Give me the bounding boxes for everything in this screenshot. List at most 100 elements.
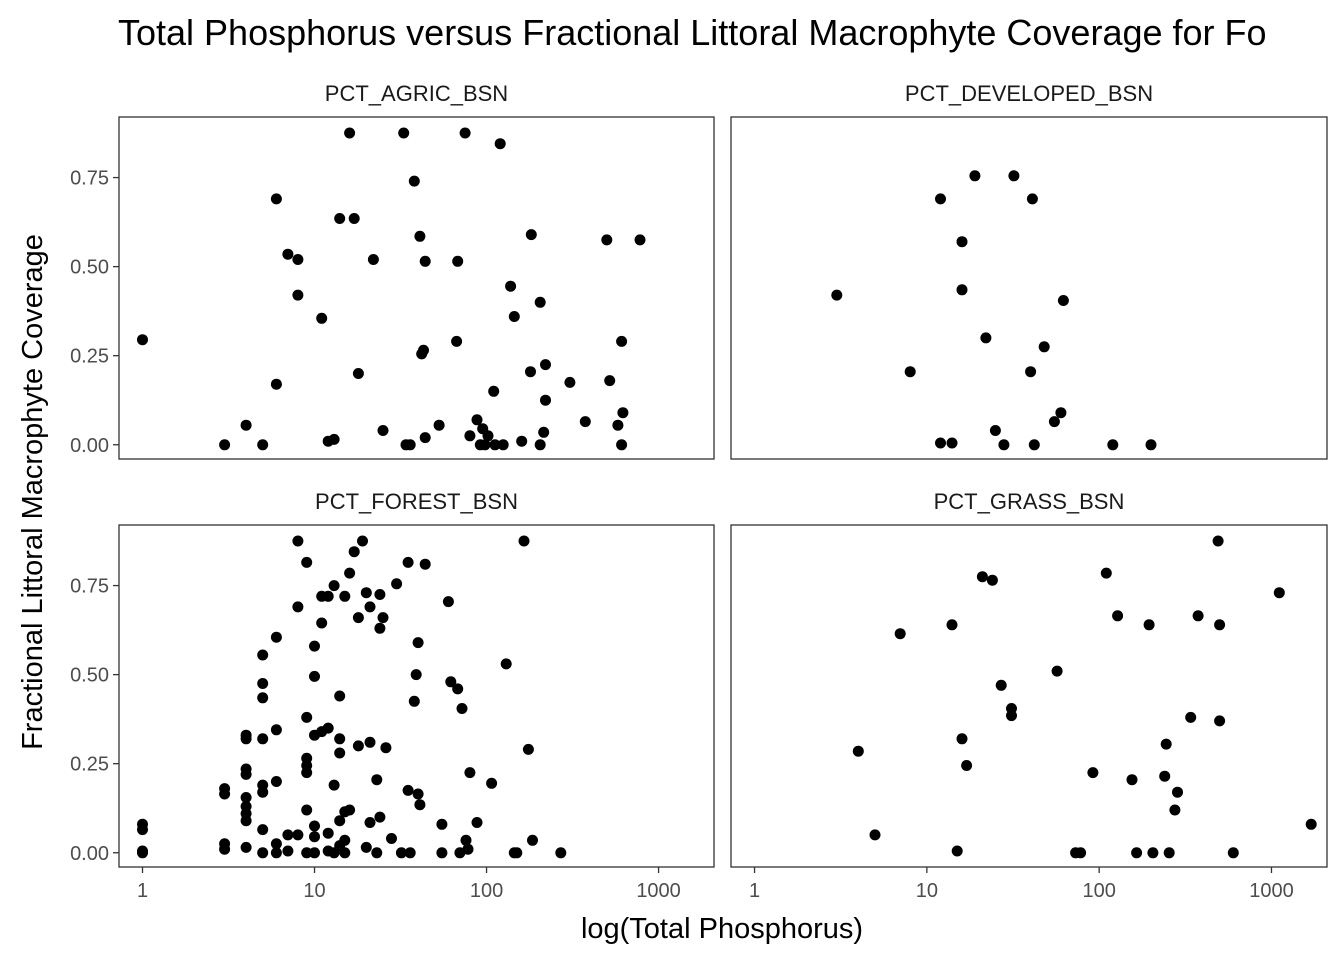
data-point — [497, 439, 509, 451]
data-point — [1172, 786, 1183, 798]
data-point — [1051, 665, 1063, 677]
data-point — [956, 733, 968, 745]
data-point — [451, 335, 463, 347]
data-point — [471, 414, 483, 426]
data-point — [270, 847, 282, 859]
data-point — [1214, 715, 1226, 727]
y-tick-label: 0.75 — [70, 168, 109, 190]
data-point — [374, 811, 386, 823]
points-pct-developed-bsn — [831, 170, 1157, 451]
y-tick-label: 0.25 — [70, 346, 109, 368]
data-point — [1107, 439, 1119, 451]
data-point — [328, 779, 340, 791]
data-point — [1026, 193, 1038, 205]
data-point — [301, 847, 313, 859]
panel-pct-forest-bsn: PCT_FOREST_BSN 0.00 0.25 0.50 0.75 1 10 100 1000 — [70, 489, 715, 902]
data-point — [309, 670, 320, 682]
data-point — [316, 312, 328, 324]
data-point — [525, 366, 536, 378]
data-point — [257, 733, 269, 745]
data-point — [257, 692, 269, 704]
data-point — [436, 818, 448, 830]
data-point — [334, 815, 346, 827]
data-point — [339, 834, 351, 846]
data-point — [219, 843, 231, 855]
panel-pct-agric-bsn: PCT_AGRIC_BSN 0.00 0.25 0.50 0.75 — [70, 81, 715, 460]
data-point — [398, 127, 410, 139]
data-point — [460, 834, 472, 846]
data-point — [292, 829, 304, 841]
data-point — [488, 385, 500, 397]
x-tick-label: 10 — [916, 880, 938, 902]
data-point — [360, 841, 372, 853]
data-point — [956, 284, 968, 296]
data-point — [489, 439, 501, 451]
data-point — [282, 845, 294, 857]
data-point — [1169, 804, 1181, 816]
data-point — [500, 658, 512, 670]
data-point — [946, 437, 958, 449]
data-point — [534, 439, 546, 451]
data-point — [322, 722, 334, 734]
data-point — [564, 376, 576, 388]
data-point — [270, 193, 282, 205]
data-point — [270, 838, 282, 850]
data-point — [328, 580, 340, 592]
data-point — [894, 628, 906, 640]
data-point — [257, 847, 269, 859]
data-point — [360, 587, 372, 599]
panel-border — [730, 116, 1328, 460]
y-axis-title: Fractional Littoral Macrophyte Coverage — [17, 234, 49, 750]
data-point — [408, 175, 420, 187]
data-point — [339, 590, 351, 602]
data-point — [617, 407, 629, 419]
data-point — [442, 596, 454, 608]
data-point — [527, 834, 538, 846]
data-point — [380, 742, 392, 754]
data-point — [334, 733, 346, 745]
data-point — [344, 127, 356, 139]
data-point — [1100, 567, 1112, 579]
data-point — [344, 567, 356, 579]
data-point — [540, 394, 551, 406]
x-tick-label: 100 — [470, 880, 503, 902]
data-point — [986, 574, 998, 586]
data-point — [240, 841, 252, 853]
data-point — [445, 676, 457, 688]
data-point — [386, 833, 397, 844]
facet-strip-label: PCT_GRASS_BSN — [934, 489, 1125, 514]
data-point — [935, 193, 946, 205]
data-point — [414, 230, 426, 242]
data-point — [257, 678, 269, 689]
data-point — [257, 824, 269, 836]
data-point — [292, 601, 304, 613]
x-tick-label: 1000 — [636, 880, 681, 902]
data-point — [219, 439, 231, 451]
data-point — [1131, 847, 1143, 859]
data-point — [301, 804, 313, 816]
data-point — [412, 788, 424, 800]
data-point — [419, 255, 431, 267]
data-point — [904, 366, 916, 378]
data-point — [995, 679, 1007, 691]
data-point — [831, 289, 843, 301]
data-point — [292, 289, 304, 301]
data-point — [508, 311, 520, 322]
data-point — [309, 640, 320, 652]
data-point — [301, 767, 313, 779]
data-point — [309, 831, 320, 843]
data-point — [1214, 619, 1226, 631]
data-point — [969, 170, 981, 182]
data-point — [240, 733, 252, 745]
data-point — [352, 612, 364, 624]
data-point — [270, 631, 282, 643]
data-point — [344, 804, 356, 816]
data-point — [282, 829, 294, 841]
points-pct-agric-bsn — [137, 127, 646, 451]
data-point — [601, 234, 613, 246]
data-point — [538, 426, 550, 438]
data-point — [616, 335, 628, 347]
data-point — [292, 254, 304, 265]
data-point — [334, 213, 346, 224]
